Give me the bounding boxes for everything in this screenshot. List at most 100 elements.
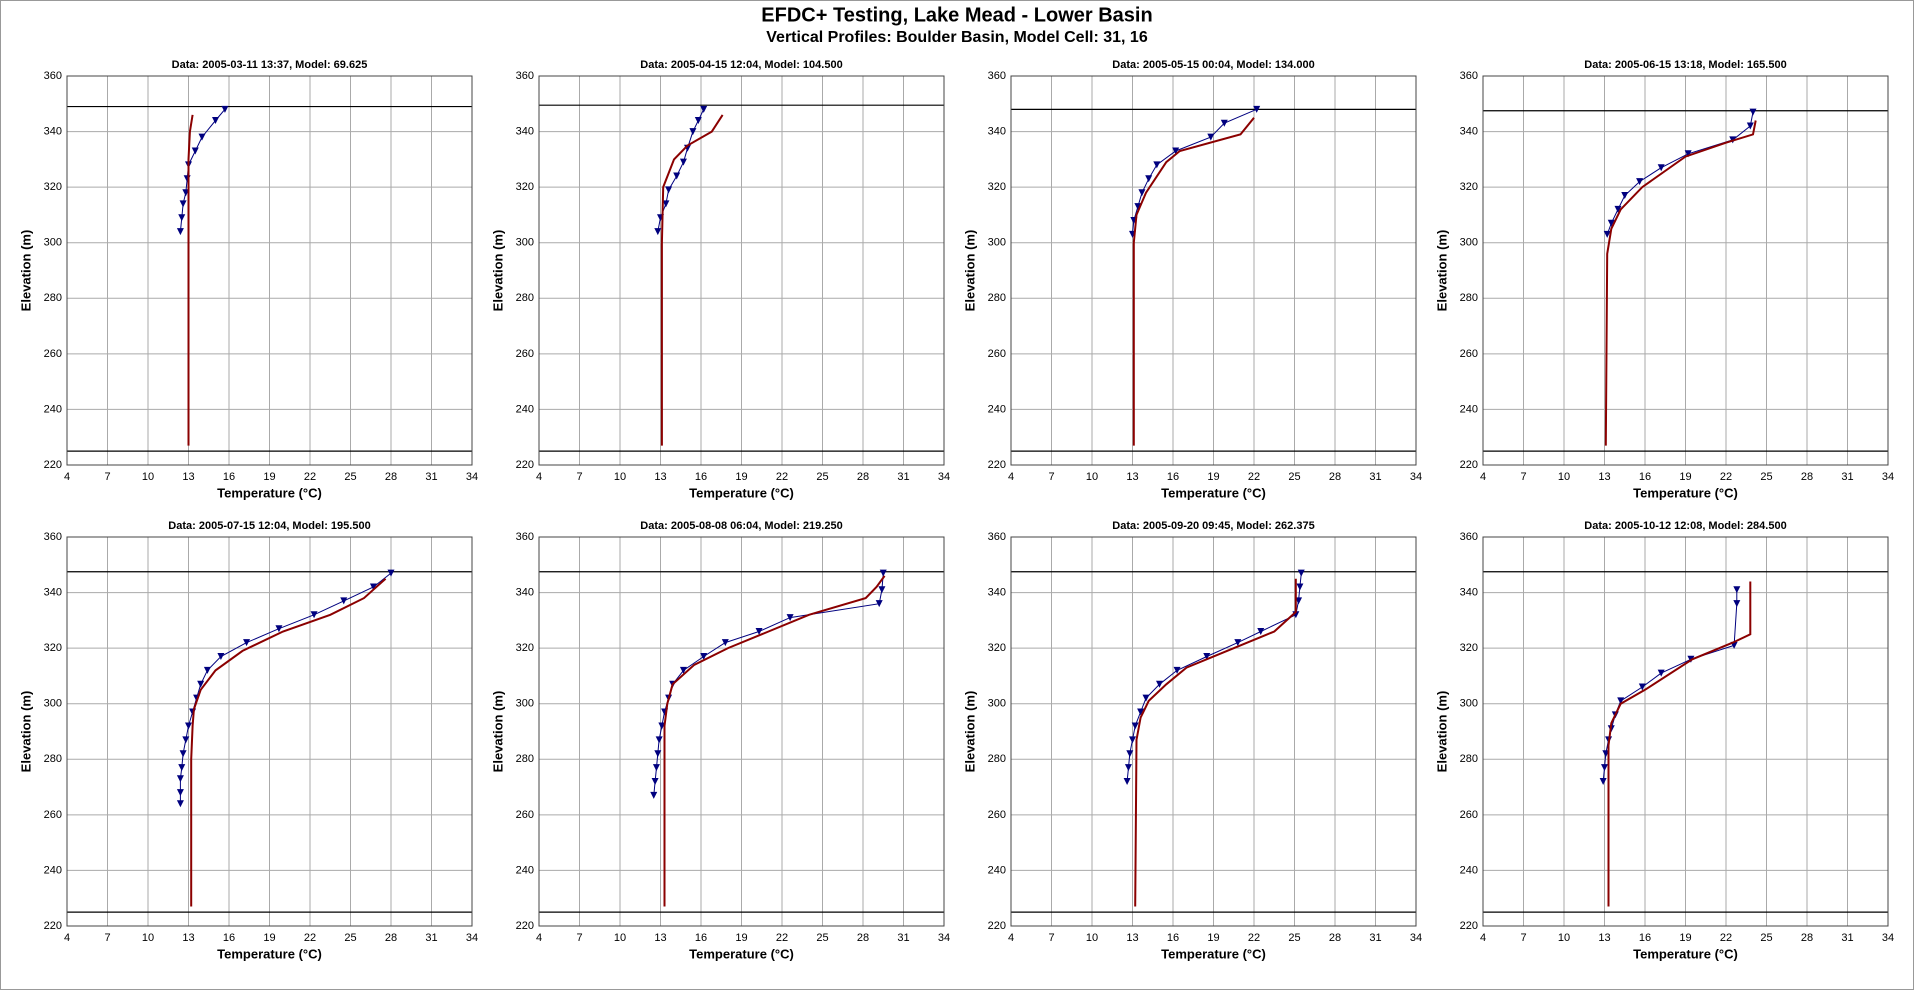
x-tick-label: 7: [104, 932, 110, 944]
y-tick-label: 340: [44, 125, 62, 137]
x-tick-label: 25: [344, 932, 356, 944]
x-tick-label: 22: [304, 932, 316, 944]
y-tick-label: 260: [1460, 348, 1478, 360]
data-marker: [700, 105, 708, 113]
y-axis-label: Elevation (m): [490, 230, 505, 312]
y-tick-label: 360: [44, 531, 62, 543]
x-axis-label: Temperature (°C): [217, 485, 322, 500]
profile-line: [1606, 112, 1754, 235]
x-tick-label: 16: [1167, 471, 1179, 483]
x-tick-label: 19: [1207, 471, 1219, 483]
x-tick-label: 16: [1639, 471, 1651, 483]
x-tick-label: 19: [263, 932, 275, 944]
y-axis-label: Elevation (m): [490, 691, 505, 773]
data-marker: [340, 597, 348, 605]
plot-frame: [538, 75, 945, 466]
plot-frame: [66, 75, 473, 466]
data-marker: [1124, 764, 1132, 772]
x-tick-label: 22: [776, 471, 788, 483]
data-marker: [650, 791, 658, 799]
y-tick-label: 320: [44, 181, 62, 193]
data-marker: [1614, 205, 1622, 213]
data-marker: [1599, 778, 1607, 786]
data-marker: [1220, 119, 1228, 127]
y-tick-label: 360: [988, 70, 1006, 82]
x-tick-label: 31: [897, 932, 909, 944]
y-axis-label: Elevation (m): [18, 691, 33, 773]
data-marker: [1603, 230, 1611, 238]
y-tick-label: 340: [1460, 125, 1478, 137]
x-tick-label: 16: [223, 932, 235, 944]
data-marker: [1131, 722, 1139, 730]
x-tick-label: 10: [614, 932, 626, 944]
y-tick-label: 300: [988, 237, 1006, 249]
x-tick-label: 25: [816, 471, 828, 483]
y-tick-label: 220: [988, 459, 1006, 471]
data-marker: [673, 172, 681, 180]
data-marker: [875, 600, 883, 608]
y-tick-label: 220: [44, 459, 62, 471]
y-tick-label: 300: [44, 698, 62, 710]
y-tick-label: 340: [988, 125, 1006, 137]
data-marker: [1749, 108, 1757, 116]
y-tick-label: 360: [44, 70, 62, 82]
x-tick-label: 4: [64, 471, 70, 483]
y-tick-label: 240: [988, 864, 1006, 876]
data-marker: [1657, 669, 1665, 677]
data-marker: [755, 627, 763, 635]
y-tick-label: 360: [516, 70, 534, 82]
y-tick-label: 280: [44, 292, 62, 304]
x-tick-label: 19: [263, 471, 275, 483]
data-marker: [176, 775, 184, 783]
panel-title: Data: 2005-08-08 06:04, Model: 219.250: [640, 520, 842, 532]
data-marker: [1153, 161, 1161, 169]
x-tick-label: 28: [385, 932, 397, 944]
profile-line: [1132, 108, 1257, 235]
y-tick-label: 320: [988, 181, 1006, 193]
x-tick-label: 25: [816, 932, 828, 944]
y-axis-label: Elevation (m): [962, 230, 977, 312]
x-tick-label: 31: [425, 932, 437, 944]
plot-frame: [538, 536, 945, 927]
y-tick-label: 240: [988, 403, 1006, 415]
x-tick-label: 7: [576, 932, 582, 944]
data-marker: [310, 611, 318, 619]
panel-title: Data: 2005-05-15 00:04, Model: 134.000: [1112, 59, 1314, 71]
y-tick-label: 320: [1460, 181, 1478, 193]
x-tick-label: 4: [1008, 471, 1014, 483]
y-tick-label: 240: [44, 864, 62, 876]
data-marker: [679, 158, 687, 166]
data-marker: [1636, 178, 1644, 186]
y-axis-label: Elevation (m): [1434, 230, 1449, 312]
x-tick-label: 16: [695, 471, 707, 483]
y-tick-label: 340: [516, 125, 534, 137]
y-tick-label: 260: [44, 348, 62, 360]
data-marker: [1297, 569, 1305, 577]
x-tick-label: 31: [425, 471, 437, 483]
x-tick-label: 31: [1369, 471, 1381, 483]
data-marker: [1207, 133, 1215, 141]
plot-frame: [1010, 536, 1417, 927]
x-tick-label: 4: [536, 471, 542, 483]
profile-line: [1126, 573, 1302, 782]
x-tick-label: 13: [182, 471, 194, 483]
x-tick-label: 13: [1598, 471, 1610, 483]
x-tick-label: 19: [735, 932, 747, 944]
data-marker: [1296, 583, 1304, 591]
x-tick-label: 4: [1008, 932, 1014, 944]
data-marker: [1126, 750, 1134, 758]
data-marker: [1733, 600, 1741, 608]
x-axis-label: Temperature (°C): [217, 946, 322, 961]
y-tick-label: 320: [516, 181, 534, 193]
page-title: EFDC+ Testing, Lake Mead - Lower Basin: [761, 4, 1152, 26]
data-marker: [652, 764, 660, 772]
x-tick-label: 34: [1882, 932, 1894, 944]
profile-line: [1134, 578, 1297, 907]
x-tick-label: 28: [857, 471, 869, 483]
x-tick-label: 10: [1086, 932, 1098, 944]
y-tick-label: 320: [1460, 642, 1478, 654]
x-axis-label: Temperature (°C): [1161, 485, 1266, 500]
x-tick-label: 13: [1126, 932, 1138, 944]
